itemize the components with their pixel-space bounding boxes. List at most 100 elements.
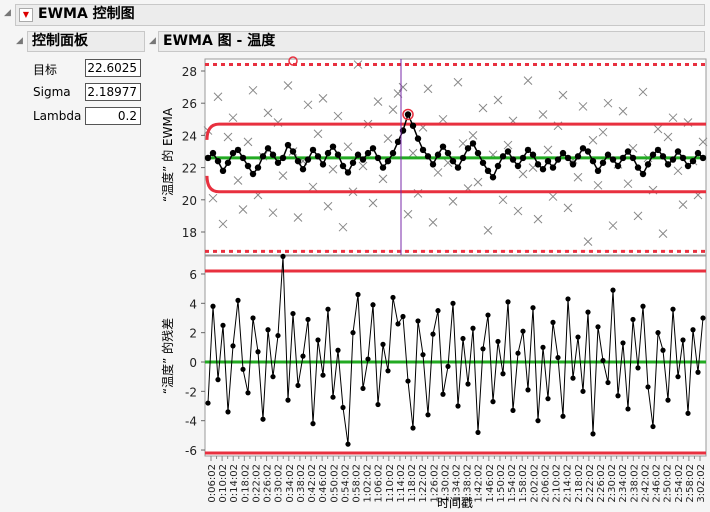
target-input[interactable]: 22.6025 (85, 59, 141, 77)
raw-point (533, 214, 543, 224)
residual-point (265, 327, 271, 333)
ewma-point (289, 148, 297, 155)
raw-point (548, 192, 558, 201)
ewma-point (459, 154, 467, 162)
ewma-point (504, 148, 512, 155)
ewma-point (524, 146, 532, 154)
ewma-point (384, 157, 392, 165)
residual-point (335, 347, 341, 353)
ewma-point (204, 154, 212, 162)
residual-point (545, 396, 551, 402)
ewma-point (564, 154, 572, 162)
x-tick-label: 1:38:02 (463, 464, 474, 503)
ucl-line (205, 122, 706, 140)
residual-point (515, 350, 521, 356)
x-tick-label: 2:50:02 (663, 464, 674, 503)
ewma-point (424, 153, 432, 160)
residual-point (255, 349, 261, 355)
collapse-icon[interactable]: ◢ (4, 8, 11, 18)
raw-point (678, 200, 688, 209)
residual-point (625, 406, 631, 412)
ewma-point (329, 143, 337, 150)
ewma-point (624, 148, 632, 155)
x-tick-label: 2:42:02 (640, 464, 651, 503)
x-tick-label: 0:14:02 (229, 464, 240, 503)
x-tick-label: 1:34:02 (452, 464, 463, 503)
residual-point (575, 334, 581, 340)
x-tick-label: 2:54:02 (674, 464, 685, 503)
target-label: 目标 (33, 63, 58, 77)
residual-point (655, 330, 661, 336)
raw-point (423, 84, 433, 94)
ewma-point (304, 156, 312, 163)
ewma-point (449, 157, 457, 165)
ewma-point (479, 159, 487, 166)
raw-point (233, 176, 243, 185)
residual-point (555, 354, 561, 361)
residual-point (510, 407, 516, 414)
residual-point (370, 302, 376, 308)
collapse-icon[interactable]: ◢ (149, 36, 156, 46)
residual-point (230, 343, 236, 349)
x-tick-label: 1:06:02 (374, 464, 385, 503)
residual-point (250, 315, 256, 321)
lcl-line (205, 175, 706, 194)
raw-point (543, 145, 553, 155)
ewma-point (649, 151, 657, 158)
x-tick-label: 0:34:02 (285, 464, 296, 503)
raw-point (668, 113, 678, 123)
x-tick-label: 2:18:02 (574, 464, 585, 503)
ewma-point (444, 149, 452, 157)
ewma-point (404, 111, 412, 118)
x-tick-label: 1:18:02 (407, 464, 418, 503)
residual-point (245, 390, 251, 396)
ewma-point (514, 162, 522, 170)
raw-point (538, 110, 548, 119)
ewma-point (589, 157, 597, 165)
raw-point (343, 142, 353, 152)
collapse-icon[interactable]: ◢ (16, 36, 23, 46)
x-tick-label: 2:22:02 (585, 464, 596, 503)
residual-point (395, 321, 401, 327)
residual-point (615, 393, 621, 399)
residual-point (290, 310, 296, 317)
red-triangle-menu-icon[interactable]: ▼ (19, 8, 33, 22)
raw-point (503, 140, 513, 150)
residual-point (310, 421, 316, 427)
ewma-point (554, 156, 562, 163)
y-tick-label: 22 (182, 162, 197, 176)
x-tick-label: 2:38:02 (629, 464, 640, 503)
ewma-point (534, 161, 542, 168)
chart-header: EWMA 图 - 温度 (158, 31, 705, 52)
ewma-point (644, 161, 652, 168)
ewma-point (544, 157, 552, 165)
ewma-point (619, 154, 627, 162)
lambda-input[interactable]: 0.2 (85, 107, 141, 125)
ewma-point (219, 167, 227, 175)
raw-point (618, 106, 628, 116)
residual-point (525, 387, 531, 393)
residual-point (380, 341, 386, 347)
out-of-control-marker (288, 56, 298, 66)
ewma-point (369, 145, 377, 152)
residual-point (635, 365, 641, 371)
x-tick-label: 1:22:02 (418, 464, 429, 503)
sigma-input[interactable]: 2.18977 (85, 83, 141, 101)
raw-point (603, 98, 613, 108)
ewma-point (494, 162, 502, 170)
ewma-point (364, 149, 372, 157)
raw-point (433, 168, 443, 177)
residual-point (540, 344, 546, 350)
residual-point (400, 313, 406, 320)
residual-point (530, 305, 536, 311)
residual-point (305, 316, 311, 323)
ewma-point (439, 143, 447, 150)
ewma-point (394, 138, 402, 146)
ewma-point (664, 161, 672, 168)
residual-point (550, 319, 556, 325)
residual-point (430, 331, 436, 337)
x-tick-label: 3:02:02 (696, 464, 707, 503)
ewma-point (409, 122, 417, 129)
raw-point (243, 137, 253, 147)
